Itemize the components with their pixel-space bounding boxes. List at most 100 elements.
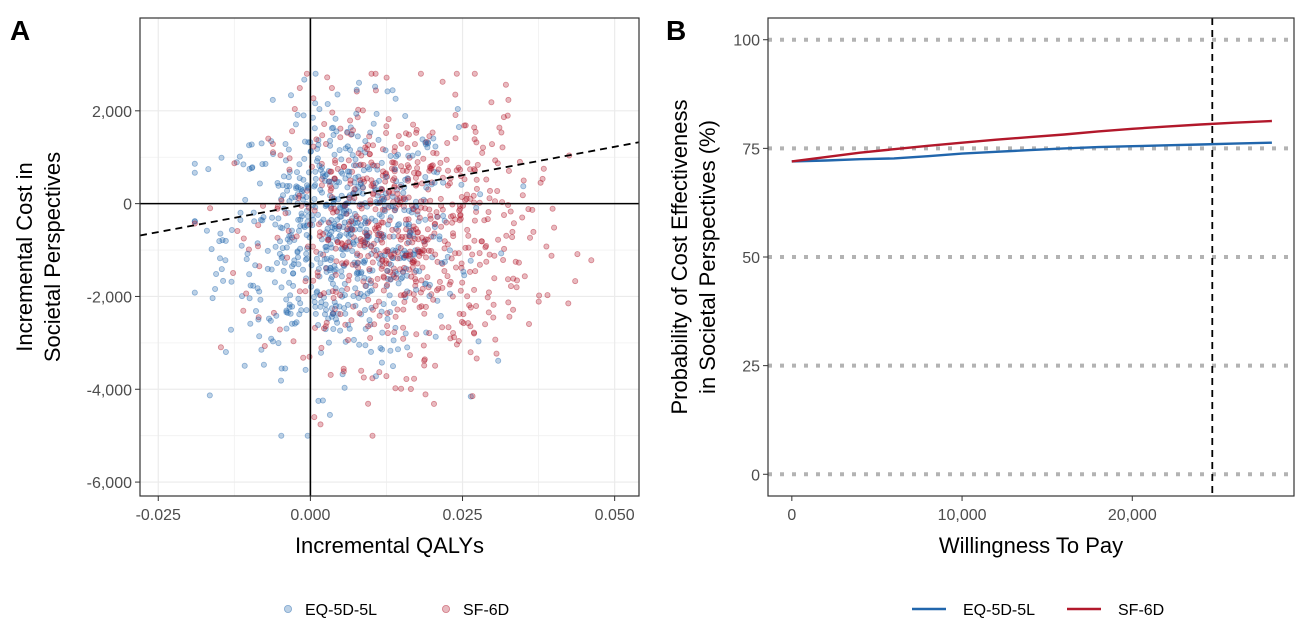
point-eq5d5l [390, 273, 397, 280]
point-sf6d [255, 222, 262, 229]
point-eq5d5l [372, 373, 379, 380]
point-sf6d [479, 149, 486, 156]
point-eq5d5l [402, 294, 409, 301]
point-sf6d [346, 272, 353, 279]
point-sf6d [348, 226, 355, 233]
point-eq5d5l [336, 233, 343, 240]
point-eq5d5l [290, 261, 297, 268]
point-sf6d [320, 290, 327, 297]
point-eq5d5l [285, 174, 292, 181]
point-eq5d5l [246, 295, 253, 302]
point-eq5d5l [295, 295, 302, 302]
point-sf6d [372, 87, 379, 94]
point-sf6d [412, 278, 419, 285]
point-eq5d5l [394, 346, 401, 353]
point-eq5d5l [421, 238, 428, 245]
point-eq5d5l [264, 247, 271, 254]
point-eq5d5l [337, 205, 344, 212]
point-eq5d5l [402, 176, 409, 183]
point-eq5d5l [345, 172, 352, 179]
point-eq5d5l [286, 238, 293, 245]
point-eq5d5l [318, 299, 325, 306]
point-eq5d5l [336, 303, 343, 310]
point-eq5d5l [338, 287, 345, 294]
point-sf6d [467, 166, 474, 173]
point-sf6d [415, 236, 422, 243]
point-eq5d5l [343, 206, 350, 213]
point-sf6d [421, 357, 428, 364]
point-eq5d5l [349, 215, 356, 222]
point-sf6d [386, 217, 393, 224]
point-eq5d5l [362, 342, 369, 349]
panel-b-grid [768, 37, 1294, 477]
point-eq5d5l [271, 279, 278, 286]
point-sf6d [452, 112, 459, 119]
point-eq5d5l [326, 267, 333, 274]
point-eq5d5l [254, 240, 261, 247]
point-sf6d [391, 166, 398, 173]
point-eq5d5l [368, 287, 375, 294]
point-sf6d [322, 323, 329, 330]
point-eq5d5l [326, 411, 333, 418]
point-sf6d [432, 362, 439, 369]
point-eq5d5l [379, 193, 386, 200]
point-sf6d [401, 298, 408, 305]
point-eq5d5l [275, 215, 282, 222]
point-eq5d5l [375, 255, 382, 262]
point-eq5d5l [386, 292, 393, 299]
point-eq5d5l [252, 307, 259, 314]
point-eq5d5l [399, 269, 406, 276]
point-sf6d [344, 285, 351, 292]
point-eq5d5l [326, 220, 333, 227]
point-eq5d5l [279, 253, 286, 260]
panel-b-x-tick-label: 10,000 [938, 507, 987, 524]
point-eq5d5l [319, 397, 326, 404]
point-eq5d5l [415, 248, 422, 255]
point-sf6d [371, 321, 378, 328]
point-eq5d5l [256, 180, 263, 187]
point-eq5d5l [404, 272, 411, 279]
point-sf6d [457, 205, 464, 212]
point-sf6d [331, 305, 338, 312]
point-sf6d [410, 169, 417, 176]
point-eq5d5l [317, 349, 324, 356]
point-eq5d5l [354, 269, 361, 276]
point-sf6d [402, 130, 409, 137]
point-sf6d [354, 250, 361, 257]
point-sf6d [370, 190, 377, 197]
point-sf6d [474, 161, 481, 168]
point-eq5d5l [344, 128, 351, 135]
point-sf6d [405, 216, 412, 223]
point-eq5d5l [326, 231, 333, 238]
point-sf6d [459, 279, 466, 286]
point-sf6d [422, 236, 429, 243]
panel-a-y-axis-title-line-2: Societal Perspectives [40, 152, 65, 362]
panel-b-ticks: 0 25 50 75 100 0 10,000 20,000 [733, 33, 1157, 524]
point-eq5d5l [385, 221, 392, 228]
point-eq5d5l [520, 183, 527, 190]
point-eq5d5l [311, 183, 318, 190]
point-eq5d5l [257, 216, 264, 223]
point-sf6d [414, 159, 421, 166]
point-eq5d5l [288, 263, 295, 270]
point-eq5d5l [322, 306, 329, 313]
point-eq5d5l [436, 233, 443, 240]
point-eq5d5l [341, 262, 348, 269]
point-sf6d [476, 199, 483, 206]
point-sf6d [392, 385, 399, 392]
point-eq5d5l [318, 236, 325, 243]
point-eq5d5l [385, 248, 392, 255]
point-sf6d [352, 162, 359, 169]
point-sf6d [422, 303, 429, 310]
point-eq5d5l [377, 260, 384, 267]
point-sf6d [384, 173, 391, 180]
panel-a-y-tick-label: -6,000 [87, 475, 132, 492]
point-sf6d [357, 252, 364, 259]
point-eq5d5l [368, 215, 375, 222]
point-sf6d [357, 161, 364, 168]
point-sf6d [473, 139, 480, 146]
point-sf6d [390, 271, 397, 278]
point-sf6d [361, 229, 368, 236]
point-eq5d5l [283, 222, 290, 229]
point-sf6d [354, 114, 361, 121]
